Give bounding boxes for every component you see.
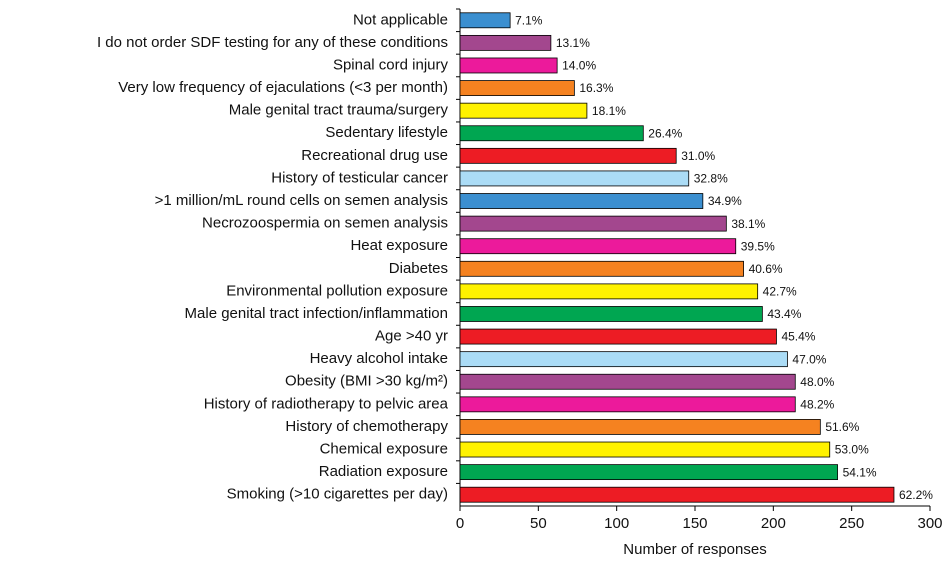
bar	[459, 328, 777, 345]
value-label: 38.1%	[731, 217, 765, 231]
value-label: 40.6%	[749, 262, 783, 276]
y-tick-label: History of chemotherapy	[285, 418, 448, 435]
y-tick-label: Necrozoospermia on semen analysis	[202, 215, 448, 232]
bar	[459, 80, 575, 96]
y-tick-label: History of radiotherapy to pelvic area	[204, 395, 449, 412]
value-label: 48.2%	[800, 398, 834, 412]
y-tick-label: Spinal cord injury	[333, 56, 449, 73]
y-tick-label: I do not order SDF testing for any of th…	[97, 34, 448, 51]
x-tick-label: 100	[604, 515, 629, 532]
y-tick-label: Recreational drug use	[301, 147, 448, 164]
x-tick-label: 0	[456, 515, 464, 532]
bar	[459, 306, 763, 322]
bar	[459, 12, 511, 29]
x-tick-label: 250	[839, 515, 864, 532]
value-label: 39.5%	[741, 239, 775, 253]
bar	[459, 441, 831, 458]
value-label: 18.1%	[592, 104, 626, 118]
bar	[459, 147, 677, 164]
bar	[459, 125, 644, 142]
bar	[459, 102, 588, 119]
y-tick-label: Male genital tract trauma/surgery	[229, 102, 449, 119]
x-tick-label: 200	[761, 515, 786, 532]
x-tick-label: 150	[682, 515, 707, 532]
value-label: 26.4%	[648, 126, 682, 140]
value-label: 51.6%	[825, 420, 859, 434]
value-label: 13.1%	[556, 36, 590, 50]
bar	[459, 193, 704, 209]
y-tick-label: Not applicable	[353, 11, 448, 28]
y-tick-label: Obesity (BMI >30 kg/m²)	[285, 373, 448, 390]
y-tick-label: Environmental pollution exposure	[226, 282, 448, 299]
y-tick-label: Smoking (>10 cigarettes per day)	[227, 486, 448, 503]
x-tick-label: 50	[530, 515, 547, 532]
bar	[459, 419, 821, 435]
x-tick-label: 300	[917, 515, 942, 532]
value-label: 45.4%	[781, 330, 815, 344]
bar	[459, 351, 788, 368]
y-tick-label: Male genital tract infection/inflammatio…	[185, 305, 448, 322]
bar	[459, 260, 744, 277]
y-tick-label: Chemical exposure	[320, 440, 448, 457]
y-tick-label: History of testicular cancer	[271, 169, 448, 186]
y-tick-label: Very low frequency of ejaculations (<3 p…	[118, 79, 448, 96]
y-tick-label: Diabetes	[389, 260, 448, 277]
value-label: 42.7%	[763, 285, 797, 299]
value-label: 32.8%	[694, 172, 728, 186]
y-tick-label: >1 million/mL round cells on semen analy…	[155, 192, 448, 209]
value-label: 48.0%	[800, 375, 834, 389]
y-tick-label: Age >40 yr	[375, 328, 448, 345]
value-label: 53.0%	[835, 443, 869, 457]
y-tick-label: Radiation exposure	[319, 463, 448, 480]
y-tick-label: Heat exposure	[350, 237, 448, 254]
bar	[459, 283, 759, 300]
value-label: 47.0%	[792, 352, 826, 366]
bar	[459, 34, 552, 51]
bar	[459, 464, 838, 481]
bar	[459, 238, 737, 255]
bar	[459, 57, 558, 74]
bar	[459, 215, 727, 232]
bar	[459, 170, 690, 187]
value-label: 14.0%	[562, 59, 596, 73]
y-tick-label: Sedentary lifestyle	[325, 124, 448, 141]
value-label: 34.9%	[708, 194, 742, 208]
value-label: 43.4%	[767, 307, 801, 321]
value-label: 62.2%	[899, 488, 933, 502]
value-label: 31.0%	[681, 149, 715, 163]
value-label: 54.1%	[843, 465, 877, 479]
x-axis-title: Number of responses	[623, 541, 766, 558]
bar	[459, 373, 796, 390]
bar	[459, 396, 796, 413]
value-label: 7.1%	[515, 13, 543, 27]
y-tick-label: Heavy alcohol intake	[310, 350, 448, 367]
bar	[459, 486, 895, 503]
value-label: 16.3%	[579, 81, 613, 95]
